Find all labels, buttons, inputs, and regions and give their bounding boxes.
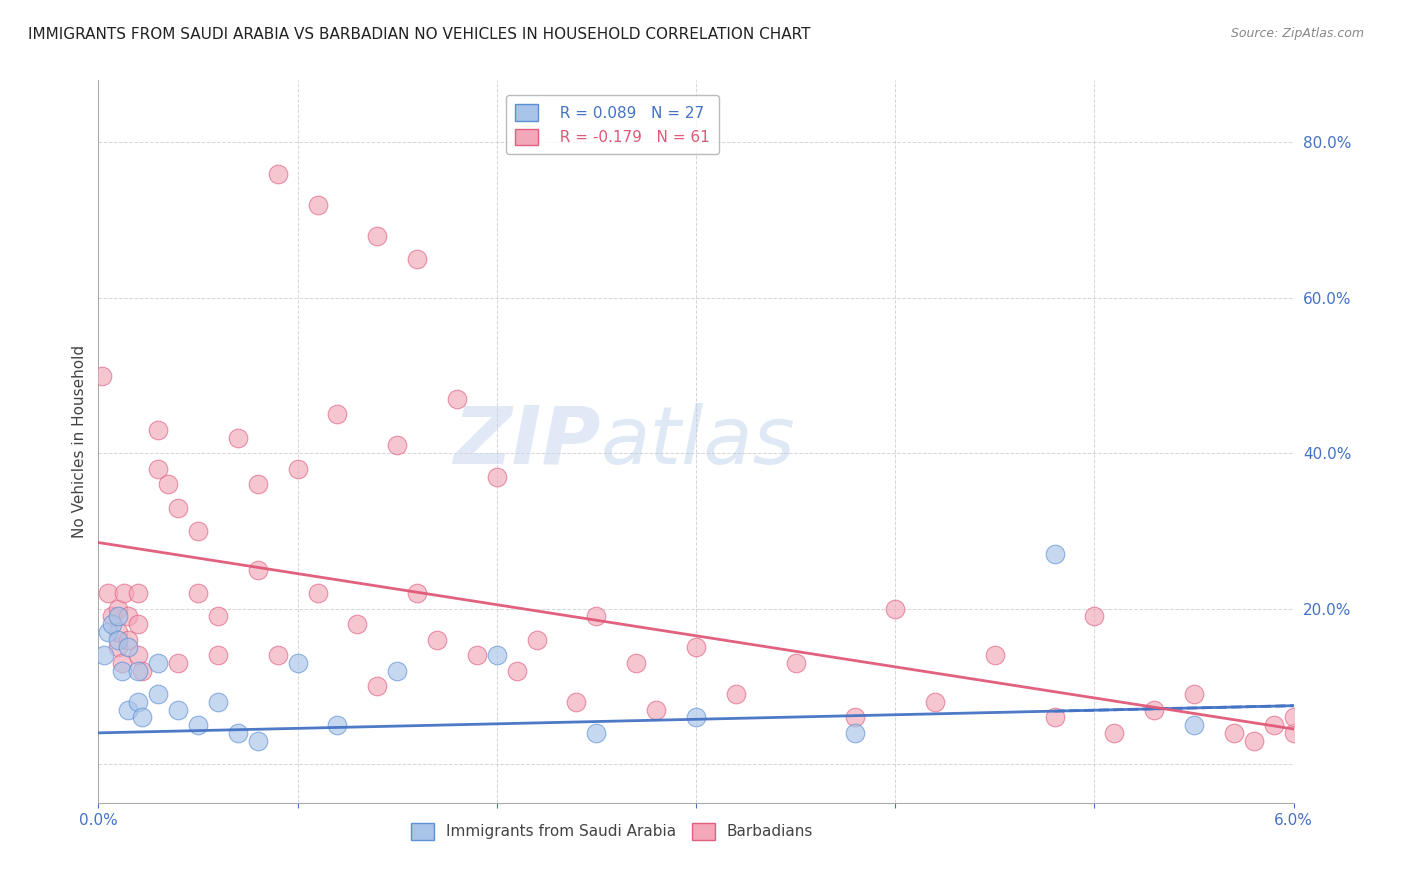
Point bbox=[1182, 718, 1205, 732]
Point bbox=[107, 609, 129, 624]
Text: atlas: atlas bbox=[600, 402, 796, 481]
Point bbox=[167, 656, 190, 670]
Point bbox=[565, 695, 588, 709]
Point bbox=[326, 408, 349, 422]
Point bbox=[101, 609, 124, 624]
Point bbox=[111, 656, 134, 670]
Point bbox=[127, 664, 149, 678]
Point bbox=[884, 601, 907, 615]
Point bbox=[1282, 726, 1305, 740]
Point bbox=[246, 563, 269, 577]
Point bbox=[267, 648, 290, 663]
Point bbox=[307, 197, 329, 211]
Point bbox=[1104, 726, 1126, 740]
Point bbox=[406, 586, 429, 600]
Point bbox=[148, 461, 170, 475]
Point bbox=[685, 710, 707, 724]
Point bbox=[117, 609, 139, 624]
Point bbox=[187, 586, 209, 600]
Point bbox=[685, 640, 707, 655]
Point bbox=[366, 228, 388, 243]
Point bbox=[1282, 710, 1305, 724]
Point bbox=[111, 664, 134, 678]
Point bbox=[127, 695, 149, 709]
Point bbox=[446, 392, 468, 406]
Point bbox=[187, 718, 209, 732]
Point bbox=[226, 431, 249, 445]
Point bbox=[93, 648, 115, 663]
Text: ZIP: ZIP bbox=[453, 402, 600, 481]
Point bbox=[107, 601, 129, 615]
Point bbox=[157, 477, 180, 491]
Point bbox=[465, 648, 488, 663]
Point bbox=[112, 586, 135, 600]
Point bbox=[287, 656, 309, 670]
Point bbox=[1043, 547, 1066, 561]
Legend: Immigrants from Saudi Arabia, Barbadians: Immigrants from Saudi Arabia, Barbadians bbox=[405, 817, 820, 846]
Point bbox=[246, 733, 269, 747]
Point bbox=[117, 632, 139, 647]
Point bbox=[1263, 718, 1285, 732]
Y-axis label: No Vehicles in Household: No Vehicles in Household bbox=[72, 345, 87, 538]
Point bbox=[207, 609, 229, 624]
Point bbox=[107, 640, 129, 655]
Point bbox=[924, 695, 946, 709]
Point bbox=[127, 617, 149, 632]
Point bbox=[117, 640, 139, 655]
Point bbox=[187, 524, 209, 538]
Point bbox=[127, 586, 149, 600]
Point bbox=[1223, 726, 1246, 740]
Point bbox=[645, 702, 668, 716]
Point bbox=[785, 656, 807, 670]
Point bbox=[167, 702, 190, 716]
Point bbox=[526, 632, 548, 647]
Point bbox=[426, 632, 449, 647]
Point bbox=[307, 586, 329, 600]
Point bbox=[485, 648, 508, 663]
Point bbox=[97, 586, 120, 600]
Point bbox=[1083, 609, 1105, 624]
Point bbox=[406, 252, 429, 266]
Point bbox=[101, 617, 124, 632]
Point bbox=[585, 609, 607, 624]
Point bbox=[148, 423, 170, 437]
Point bbox=[117, 702, 139, 716]
Text: Source: ZipAtlas.com: Source: ZipAtlas.com bbox=[1230, 27, 1364, 40]
Point bbox=[385, 438, 409, 452]
Point bbox=[127, 648, 149, 663]
Point bbox=[984, 648, 1007, 663]
Point bbox=[1043, 710, 1066, 724]
Point bbox=[131, 710, 153, 724]
Point bbox=[506, 664, 529, 678]
Point bbox=[246, 477, 269, 491]
Point bbox=[167, 500, 190, 515]
Point bbox=[844, 710, 866, 724]
Point bbox=[1182, 687, 1205, 701]
Point bbox=[148, 687, 170, 701]
Point bbox=[1143, 702, 1166, 716]
Point bbox=[485, 469, 508, 483]
Point bbox=[107, 624, 129, 639]
Point bbox=[91, 368, 114, 383]
Point bbox=[326, 718, 349, 732]
Point bbox=[148, 656, 170, 670]
Point bbox=[724, 687, 747, 701]
Point bbox=[346, 617, 368, 632]
Point bbox=[267, 167, 290, 181]
Point bbox=[626, 656, 648, 670]
Point bbox=[1243, 733, 1265, 747]
Point bbox=[107, 632, 129, 647]
Point bbox=[97, 624, 120, 639]
Point bbox=[366, 679, 388, 693]
Point bbox=[207, 695, 229, 709]
Point bbox=[385, 664, 409, 678]
Point bbox=[131, 664, 153, 678]
Point bbox=[287, 461, 309, 475]
Point bbox=[844, 726, 866, 740]
Point bbox=[226, 726, 249, 740]
Point bbox=[207, 648, 229, 663]
Point bbox=[585, 726, 607, 740]
Text: IMMIGRANTS FROM SAUDI ARABIA VS BARBADIAN NO VEHICLES IN HOUSEHOLD CORRELATION C: IMMIGRANTS FROM SAUDI ARABIA VS BARBADIA… bbox=[28, 27, 811, 42]
